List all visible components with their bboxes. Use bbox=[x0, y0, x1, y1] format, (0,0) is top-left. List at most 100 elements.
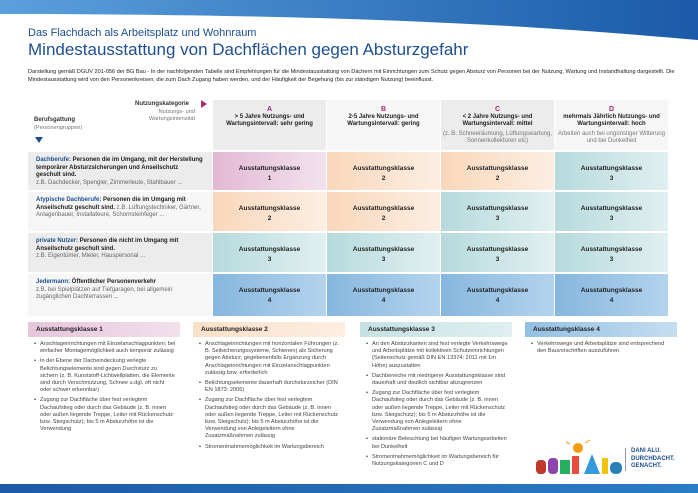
legend-class-3: Ausstattungsklasse 3 An den Absturzkanten… bbox=[360, 322, 512, 471]
legend-item: Zugang zur Dachfläche über fest verlegte… bbox=[199, 397, 341, 440]
brand-line: DURCHDACHT. bbox=[631, 455, 675, 462]
cell-class-value: 4 bbox=[381, 297, 386, 304]
row-key: Atypische Dachberufe: bbox=[36, 197, 102, 203]
table-cell: Ausstattungsklasse 3 bbox=[555, 192, 668, 231]
cell-class-value: 3 bbox=[609, 175, 614, 182]
column-header-a: A > 5 Jahre Nutzungs- und Wartungsinterva… bbox=[213, 100, 326, 150]
cell-class-value: 2 bbox=[381, 175, 386, 182]
group-sub-label: (Personengruppen) bbox=[34, 125, 83, 131]
cell-class-value: 1 bbox=[267, 175, 272, 182]
cell-class-value: 4 bbox=[267, 297, 272, 304]
column-title: > 5 Jahre Nutzungs- und Wartungsinterval… bbox=[226, 113, 313, 128]
column-letter: B bbox=[380, 106, 387, 113]
cell-class-value: 4 bbox=[609, 297, 614, 304]
cell-class-value: 3 bbox=[609, 256, 614, 263]
legend-item: Verkehrswege und Arbeitsplätze sind ents… bbox=[531, 341, 673, 355]
legend-item: Zugang zur Dachfläche über fest verlegte… bbox=[366, 390, 508, 433]
cell-label: Ausstattungsklasse bbox=[352, 205, 415, 212]
row-description: Personen die nicht im Umgang mit Anseils… bbox=[36, 238, 179, 252]
legend-item: An den Absturzkanten sind fest verlegte … bbox=[366, 341, 508, 370]
row-description: Personen die im Umgang mit Anseilschutz … bbox=[36, 197, 186, 211]
cell-class-value: 3 bbox=[495, 215, 500, 222]
table-cell: Ausstattungsklasse 3 bbox=[213, 233, 326, 272]
row-example: z.B. Eigentümer, Mieter, Hauspersonal ..… bbox=[36, 253, 146, 259]
cell-label: Ausstattungsklasse bbox=[466, 246, 529, 253]
cell-label: Ausstattungsklasse bbox=[580, 205, 643, 212]
column-letter: C bbox=[494, 106, 501, 113]
table-cell: Ausstattungsklasse 2 bbox=[327, 192, 440, 231]
legend-item: Belichtungselemente dauerhaft durchsturz… bbox=[199, 380, 341, 394]
table-cell: Ausstattungsklasse 2 bbox=[441, 152, 554, 190]
row-description: Personen die im Umgang, mit der Herstell… bbox=[36, 157, 203, 178]
legend-item: Zugang zur Dachfläche über fest verlegte… bbox=[34, 397, 176, 433]
row-example: z.B. Lüftungstechniker, Gärtner, Anlagen… bbox=[36, 204, 201, 219]
cell-class-value: 4 bbox=[495, 297, 500, 304]
cell-label: Ausstattungsklasse bbox=[352, 287, 415, 294]
legend-title: Ausstattungsklasse 2 bbox=[193, 322, 345, 337]
brand-line: DANI ALU. bbox=[631, 448, 662, 454]
legend-item: Stromentnahmemöglichkeit im Wartungsbere… bbox=[366, 454, 508, 468]
cell-class-value: 3 bbox=[609, 215, 614, 222]
row-label: Dachberufe: Personen die im Umgang, mit … bbox=[28, 152, 212, 190]
table-cell: Ausstattungsklasse 1 bbox=[213, 152, 326, 190]
legend-title: Ausstattungsklasse 3 bbox=[360, 322, 512, 337]
cell-class-value: 2 bbox=[381, 215, 386, 222]
cell-label: Ausstattungsklasse bbox=[466, 205, 529, 212]
cell-label: Ausstattungsklasse bbox=[580, 246, 643, 253]
legend-item: stationäre Beleuchtung bei häufigen Wart… bbox=[366, 436, 508, 450]
cell-label: Ausstattungsklasse bbox=[238, 165, 301, 172]
footer-bar bbox=[0, 484, 698, 493]
cell-label: Ausstattungsklasse bbox=[238, 287, 301, 294]
cell-label: Ausstattungsklasse bbox=[466, 165, 529, 172]
arrow-down-icon bbox=[35, 137, 43, 143]
intensity-label: Nutzungs- und Wartungsintensität bbox=[148, 109, 195, 122]
column-letter: D bbox=[608, 106, 615, 113]
page-subtitle: Das Flachdach als Arbeitsplatz und Wohnr… bbox=[28, 27, 257, 39]
column-title: mehrmals Jährlich Nutzungs- und Wartungs… bbox=[563, 113, 660, 128]
row-key: Jedermann: bbox=[36, 279, 71, 285]
row-label: Jedermann: Öffentlicher Personenverkehr z… bbox=[28, 274, 212, 316]
row-label: private Nutzer: Personen die nicht im Um… bbox=[28, 233, 212, 272]
row-description: Öffentlicher Personenverkehr bbox=[70, 279, 157, 285]
cell-label: Ausstattungsklasse bbox=[580, 287, 643, 294]
cell-class-value: 2 bbox=[267, 215, 272, 222]
table-cell: Ausstattungsklasse 3 bbox=[555, 233, 668, 272]
legend-class-1: Ausstattungsklasse 1 Anschlageinrichtunge… bbox=[28, 322, 180, 436]
column-title: 2-5 Jahre Nutzungs- und Wartungsinterval… bbox=[347, 113, 420, 128]
legend-class-2: Ausstattungsklasse 2 Anschlageinrichtunge… bbox=[193, 322, 345, 454]
cell-label: Ausstattungsklasse bbox=[580, 165, 643, 172]
legend-item: Dachbereiche mit niedrigerer Ausstattung… bbox=[366, 373, 508, 387]
row-key: Dachberufe: bbox=[36, 157, 72, 163]
dani-alu-logo bbox=[536, 440, 622, 474]
column-header-b: B 2-5 Jahre Nutzungs- und Wartungsinterva… bbox=[327, 100, 440, 150]
category-label: Nutzungskategorie bbox=[135, 101, 190, 107]
cell-label: Ausstattungsklasse bbox=[238, 205, 301, 212]
table-cell: Ausstattungsklasse 3 bbox=[441, 233, 554, 272]
table-cell: Ausstattungsklasse 2 bbox=[213, 192, 326, 231]
brand-line: GENACHT. bbox=[631, 463, 662, 469]
group-label: Berufsgattung bbox=[34, 117, 75, 123]
table-cell: Ausstattungsklasse 4 bbox=[327, 274, 440, 316]
table-cell: Ausstattungsklasse 3 bbox=[555, 152, 668, 190]
table-cell: Ausstattungsklasse 4 bbox=[213, 274, 326, 316]
row-label: Atypische Dachberufe: Personen die im Um… bbox=[28, 192, 212, 231]
cell-label: Ausstattungsklasse bbox=[238, 246, 301, 253]
cell-class-value: 3 bbox=[495, 256, 500, 263]
column-note: (z. B. Schneeräumung, Lüftungswartung, S… bbox=[442, 130, 553, 145]
legend-item: Stromentnahmemöglichkeit im Wartungsbere… bbox=[199, 444, 341, 451]
arrow-right-icon bbox=[201, 100, 207, 108]
table-cell: Ausstattungsklasse 3 bbox=[441, 192, 554, 231]
page-description: Darstellung gemäß DGUV 201-056 der BG Ba… bbox=[28, 69, 675, 83]
brand-slogan: DANI ALU. DURCHDACHT. GENACHT. bbox=[625, 448, 675, 471]
cell-class-value: 2 bbox=[495, 175, 500, 182]
table-cell: Ausstattungsklasse 3 bbox=[327, 233, 440, 272]
cell-class-value: 3 bbox=[381, 256, 386, 263]
legend-item: Anschlageinrichtungen mit horizontalen F… bbox=[199, 341, 341, 377]
row-example: z.B. Dachdecker, Spengler, Zimmerleute, … bbox=[36, 179, 183, 186]
row-key: private Nutzer: bbox=[36, 238, 79, 244]
table-cell: Ausstattungsklasse 2 bbox=[327, 152, 440, 190]
cell-label: Ausstattungsklasse bbox=[466, 287, 529, 294]
column-header-c: C < 2 Jahre Nutzungs- und Wartungsinterva… bbox=[441, 100, 554, 150]
legend-class-4: Ausstattungsklasse 4 Verkehrswege und Arb… bbox=[525, 322, 677, 358]
